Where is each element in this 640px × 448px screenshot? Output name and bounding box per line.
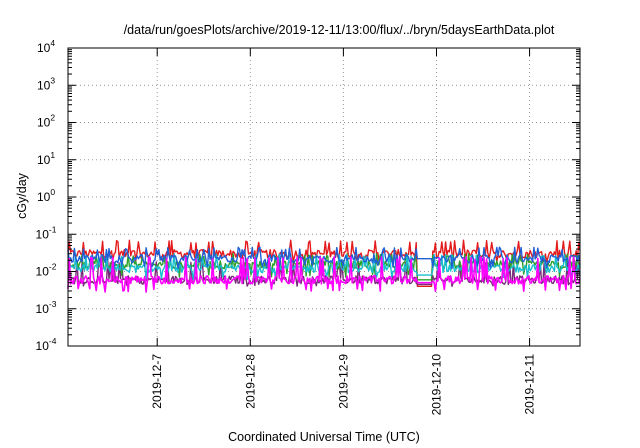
y-tick-label: 101 [37, 150, 55, 167]
y-tick-label: 10-4 [36, 336, 57, 353]
grid-lines [68, 48, 580, 346]
y-tick-label: 10-3 [36, 299, 57, 316]
x-tick-label: 2019-12-9 [336, 354, 350, 409]
x-tick-label: 2019-12-11 [523, 354, 537, 415]
x-axis: 2019-12-7 2019-12-8 2019-12-9 2019-12-10 201… [150, 48, 537, 416]
chart-title: /data/run/goesPlots/archive/2019-12-11/1… [124, 23, 555, 37]
series-line-6 [67, 255, 581, 293]
x-axis-title: Coordinated Universal Time (UTC) [228, 430, 420, 444]
y-tick-label: 104 [37, 38, 55, 55]
y-axis-title: cGy/day [15, 172, 29, 219]
y-tick-label: 10-2 [36, 262, 57, 279]
y-tick-label: 102 [37, 113, 55, 130]
series-line-1 [67, 239, 581, 287]
series-layer [67, 239, 581, 293]
x-tick-label: 2019-12-10 [429, 354, 443, 416]
series-line-5 [67, 246, 581, 270]
x-tick-label: 2019-12-8 [243, 354, 257, 409]
y-tick-label: 100 [37, 187, 55, 204]
x-tick-label: 2019-12-7 [150, 354, 164, 409]
y-axis: 10-4 10-3 10-2 10-1 100 101 102 103 104 [36, 38, 580, 353]
y-tick-label: 103 [37, 75, 55, 92]
y-tick-label: 10-1 [36, 224, 57, 241]
